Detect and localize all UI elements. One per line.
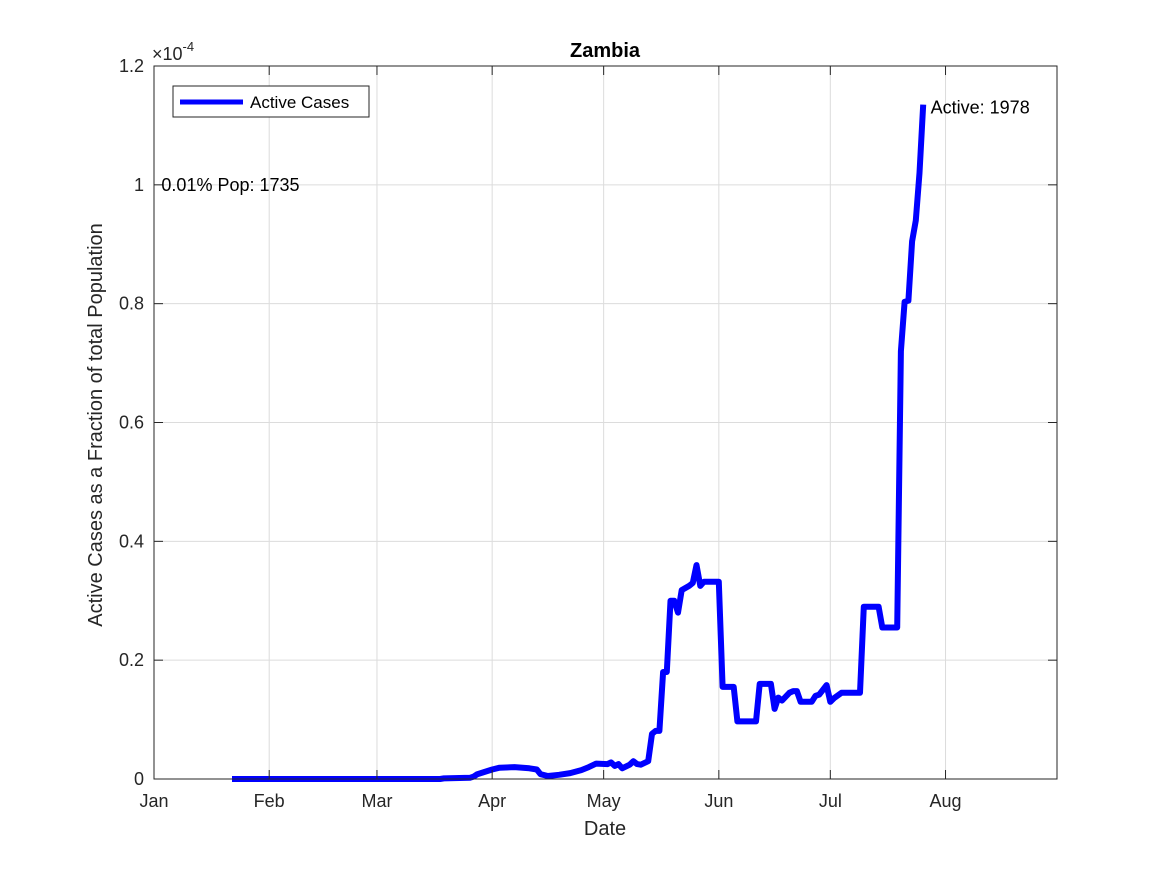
y-exponent-power: -4 (183, 39, 195, 54)
annotation-label: Active: 1978 (931, 98, 1030, 118)
tick-layer: Jan Feb Mar Apr May Jun Jul Aug 0 0.2 0.4 0.6 0.8 1 1.… (119, 56, 1057, 811)
legend-entry-active-cases: Active Cases (250, 93, 349, 112)
y-tick-label: 1.2 (119, 56, 144, 76)
annotation-label: 0.01% Pop: 1735 (161, 175, 299, 195)
x-tick-label: Feb (254, 791, 285, 811)
y-tick-label: 0.2 (119, 650, 144, 670)
x-tick-label: Apr (478, 791, 506, 811)
x-tick-label: Jun (704, 791, 733, 811)
y-tick-label: 0.6 (119, 413, 144, 433)
x-tick-label: May (587, 791, 621, 811)
x-tick-label: Mar (361, 791, 392, 811)
legend: Active Cases (172, 85, 370, 118)
x-tick-label: Aug (930, 791, 962, 811)
y-exponent-label: ×10-4 (152, 39, 194, 64)
y-tick-label: 0.4 (119, 531, 144, 551)
annotation-layer: 0.01% Pop: 1735 Active: 1978 (161, 98, 1029, 195)
x-axis-label: Date (584, 818, 626, 840)
y-tick-label: 0 (134, 769, 144, 789)
x-tick-label: Jul (819, 791, 842, 811)
y-tick-label: 1 (134, 175, 144, 195)
chart-title: Zambia (570, 40, 641, 62)
x-tick-label: Jan (139, 791, 168, 811)
y-exponent-base: ×10 (152, 44, 183, 64)
series-layer (231, 104, 927, 782)
y-tick-label: 0.8 (119, 294, 144, 314)
y-axis-label: Active Cases as a Fraction of total Popu… (85, 223, 107, 627)
